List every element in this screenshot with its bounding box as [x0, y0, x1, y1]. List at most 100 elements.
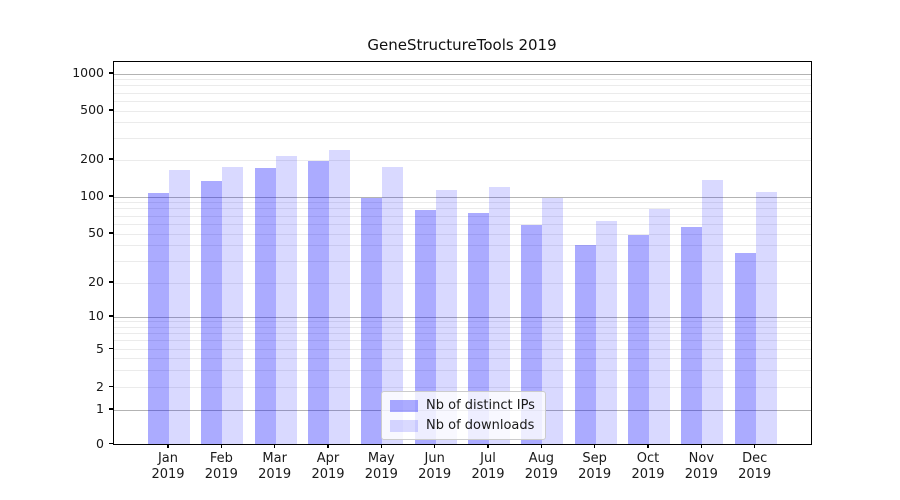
plot-area: Nb of distinct IPs Nb of downloads — [113, 61, 812, 445]
x-tick-label: Jun 2019 — [418, 451, 452, 482]
bar-downloads-nov — [702, 180, 724, 444]
grid-minor-line — [114, 79, 811, 81]
y-tick-label: 5 — [96, 340, 104, 356]
y-tick-label: 0 — [96, 435, 104, 451]
x-tick-mark — [647, 444, 649, 448]
y-tick-mark — [109, 195, 113, 197]
legend-row-downloads: Nb of downloads — [390, 418, 535, 433]
x-tick-mark — [274, 444, 276, 448]
x-tick-label: Oct 2019 — [631, 451, 665, 482]
grid-minor-line — [114, 260, 811, 262]
x-tick-mark — [487, 444, 489, 448]
bar-distinct-ips-nov — [681, 226, 703, 444]
x-tick-label: Aug 2019 — [524, 451, 558, 482]
x-tick-mark — [540, 444, 542, 448]
bar-downloads-mar — [275, 156, 297, 444]
bar-downloads-sep — [595, 221, 617, 444]
bar-distinct-ips-feb — [201, 181, 223, 444]
y-tick-mark — [109, 158, 113, 160]
grid-minor-line — [114, 333, 811, 335]
bar-distinct-ips-jun — [414, 210, 436, 444]
y-tick-label: 50 — [88, 225, 104, 240]
grid-major-line — [114, 316, 811, 318]
y-tick-mark — [109, 315, 113, 317]
bar-distinct-ips-jul — [467, 213, 489, 444]
x-tick-mark — [754, 444, 756, 448]
y-tick-mark — [109, 347, 113, 350]
grid-minor-line — [114, 110, 811, 112]
grid-minor-line — [114, 208, 811, 210]
bar-downloads-aug — [542, 198, 564, 444]
y-tick-label: 10 — [88, 308, 104, 323]
grid-minor-line — [114, 122, 811, 124]
x-tick-mark — [220, 444, 222, 448]
x-tick-label: May 2019 — [364, 451, 398, 482]
y-tick-mark — [109, 109, 113, 111]
grid-minor-line — [114, 92, 811, 94]
y-tick-mark — [109, 442, 113, 445]
x-tick-mark — [380, 444, 382, 448]
bar-downloads-jun — [435, 189, 457, 444]
grid-minor-line — [114, 233, 811, 235]
grid-minor-line — [114, 282, 811, 284]
grid-minor-line — [114, 85, 811, 87]
bar-distinct-ips-may — [361, 198, 383, 444]
grid-minor-line — [114, 358, 811, 360]
bar-downloads-feb — [222, 166, 244, 444]
grid-minor-line — [114, 387, 811, 388]
bar-distinct-ips-mar — [254, 168, 276, 444]
y-tick-label: 200 — [80, 151, 104, 166]
ips-swatch — [390, 399, 418, 412]
chart-title: GeneStructureTools 2019 — [367, 36, 557, 54]
x-tick-mark — [327, 444, 329, 448]
x-tick-label: Apr 2019 — [311, 451, 345, 482]
bar-distinct-ips-jan — [148, 192, 169, 444]
grid-minor-line — [114, 370, 811, 372]
x-tick-label: Mar 2019 — [258, 451, 292, 482]
grid-minor-line — [114, 321, 811, 323]
y-tick-mark — [109, 408, 113, 410]
grid-minor-line — [114, 223, 811, 225]
bar-downloads-apr — [328, 149, 350, 444]
y-tick-label: 20 — [88, 274, 104, 289]
x-tick-mark — [167, 444, 169, 448]
grid-minor-line — [114, 326, 811, 328]
grid-minor-line — [114, 245, 811, 247]
y-tick-label: 100 — [80, 188, 104, 203]
y-tick-label: 1000 — [72, 65, 104, 80]
x-tick-label: Jul 2019 — [471, 451, 505, 482]
y-tick-label: 500 — [80, 102, 104, 117]
grid-minor-line — [114, 349, 811, 350]
x-tick-mark — [434, 444, 436, 448]
bar-downloads-jan — [169, 169, 190, 444]
bar-distinct-ips-aug — [521, 224, 543, 444]
x-tick-label: Feb 2019 — [204, 451, 238, 482]
downloads-swatch — [390, 419, 418, 432]
grid-minor-line — [114, 215, 811, 217]
grid-minor-line — [114, 137, 811, 139]
y-tick-mark — [109, 72, 113, 74]
legend-row-ips: Nb of distinct IPs — [390, 398, 535, 413]
grid-minor-line — [114, 100, 811, 102]
x-tick-mark — [594, 444, 596, 448]
bar-distinct-ips-dec — [734, 252, 756, 444]
bar-downloads-oct — [648, 209, 670, 444]
y-tick-label: 1 — [96, 401, 104, 416]
grid-major-line — [114, 196, 811, 198]
grid-minor-line — [114, 159, 811, 161]
x-tick-label: Jan 2019 — [151, 451, 185, 482]
grid-minor-line — [114, 202, 811, 204]
legend-label-ips: Nb of distinct IPs — [426, 398, 535, 413]
bar-distinct-ips-oct — [627, 234, 649, 444]
bar-downloads-jul — [488, 186, 510, 444]
legend-label-downloads: Nb of downloads — [426, 418, 535, 433]
x-tick-label: Sep 2019 — [578, 451, 612, 482]
x-tick-label: Nov 2019 — [684, 451, 718, 482]
y-tick-mark — [109, 281, 113, 283]
y-tick-mark — [109, 385, 113, 388]
x-tick-label: Dec 2019 — [738, 451, 772, 482]
bar-distinct-ips-apr — [307, 161, 329, 444]
y-tick-label: 2 — [96, 378, 104, 394]
x-tick-mark — [700, 444, 702, 448]
